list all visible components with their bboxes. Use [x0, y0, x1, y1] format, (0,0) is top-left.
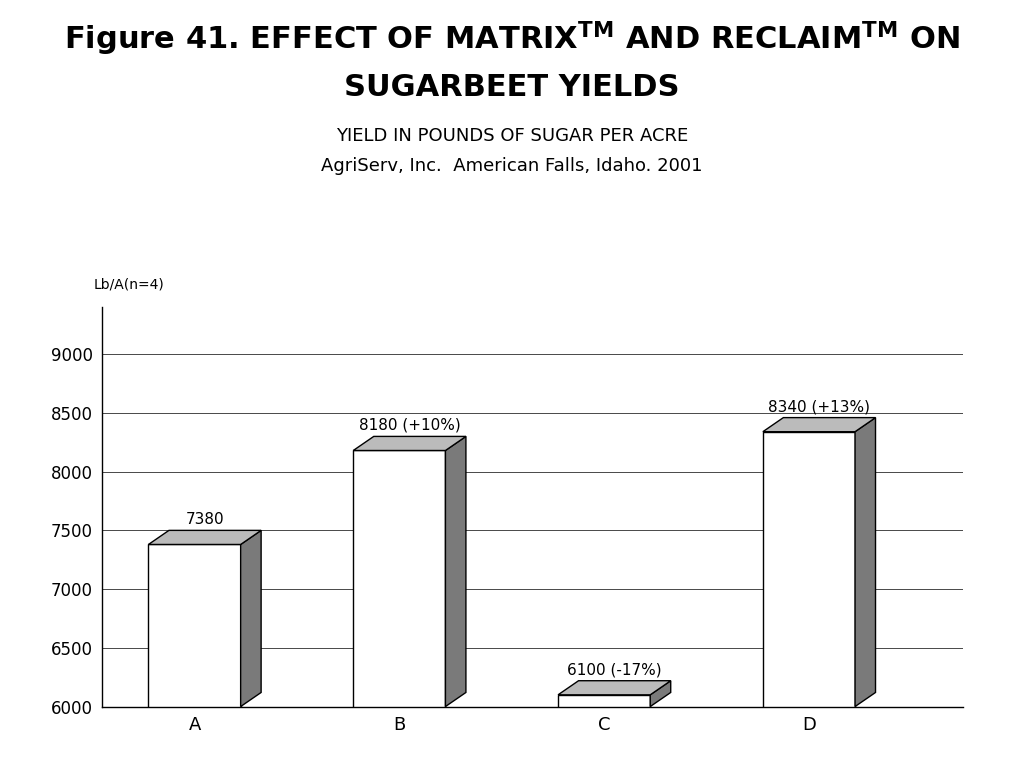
Bar [763, 432, 855, 707]
Polygon shape [445, 436, 466, 707]
Polygon shape [855, 418, 876, 707]
Text: YIELD IN POUNDS OF SUGAR PER ACRE: YIELD IN POUNDS OF SUGAR PER ACRE [336, 127, 688, 144]
Text: 6100 (-17%): 6100 (-17%) [567, 662, 662, 677]
Text: Lb/A(n=4): Lb/A(n=4) [94, 277, 165, 291]
Text: AgriServ, Inc.  American Falls, Idaho. 2001: AgriServ, Inc. American Falls, Idaho. 20… [322, 157, 702, 175]
Text: 7380: 7380 [185, 511, 224, 527]
Polygon shape [353, 436, 466, 451]
Bar [148, 545, 241, 707]
Polygon shape [763, 418, 876, 432]
Bar [353, 451, 445, 707]
Text: Figure 41. EFFECT OF MATRIX$\mathregular{^{TM}}$ AND RECLAIM$\mathregular{^{TM}}: Figure 41. EFFECT OF MATRIX$\mathregular… [65, 19, 959, 58]
Polygon shape [148, 531, 261, 545]
Bar [558, 695, 650, 707]
Text: 8340 (+13%): 8340 (+13%) [768, 399, 870, 414]
Text: 8180 (+10%): 8180 (+10%) [358, 418, 461, 433]
Polygon shape [650, 680, 671, 707]
Polygon shape [558, 680, 671, 695]
Text: SUGARBEET YIELDS: SUGARBEET YIELDS [344, 73, 680, 102]
Polygon shape [241, 531, 261, 707]
